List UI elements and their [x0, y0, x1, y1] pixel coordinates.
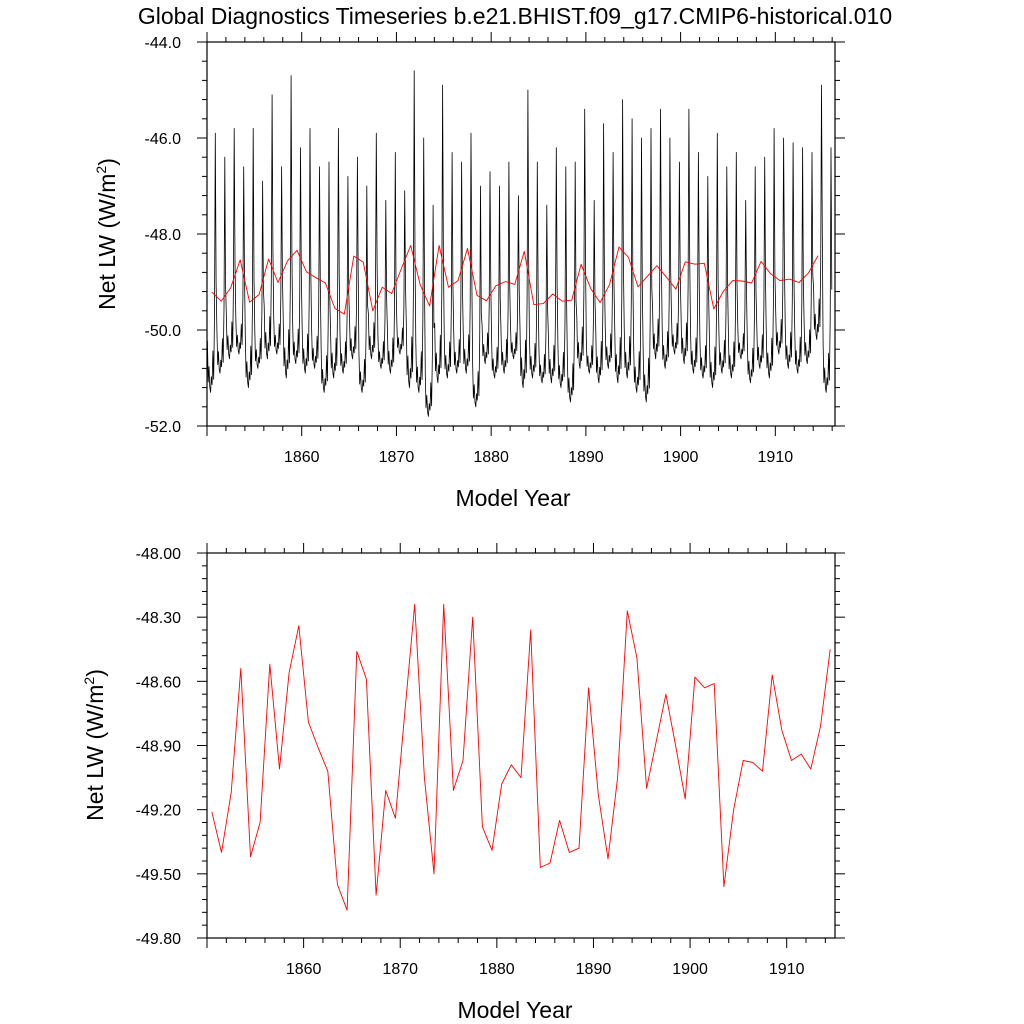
bottom-series-annual-mean — [211, 603, 831, 911]
chart-title: Global Diagnostics Timeseries b.e21.BHIS… — [138, 3, 892, 29]
bottom-x-tick-label: 1890 — [576, 961, 612, 978]
bottom-tick-layer: 1860 1870 1880 1890 1900 1910 -48.00 -48.30 -48.… — [136, 543, 845, 978]
top-y-tick-label: -44.0 — [145, 35, 182, 52]
bottom-plot-frame — [206, 552, 836, 939]
bottom-y-tick-label: -49.20 — [136, 803, 181, 820]
top-x-tick-label: 1900 — [663, 449, 699, 466]
top-x-tick-label: 1870 — [379, 449, 415, 466]
bottom-y-tick-label: -48.00 — [136, 546, 181, 563]
bottom-y-tick-label: -49.50 — [136, 867, 181, 884]
bottom-x-tick-label: 1880 — [479, 961, 515, 978]
bottom-x-tick-label: 1910 — [769, 961, 805, 978]
top-y-tick-label: -48.0 — [145, 227, 182, 244]
bottom-x-tick-label: 1900 — [672, 961, 708, 978]
top-panel: 1860 1870 1880 1890 1900 1910 -44.0 -46.0 -48.0 -… — [93, 32, 845, 511]
top-y-axis-label: Net LW (W/m2) — [93, 158, 120, 310]
bottom-x-tick-label: 1870 — [382, 961, 418, 978]
bottom-x-tick-label: 1860 — [286, 961, 322, 978]
bottom-y-axis-label: Net LW (W/m2) — [81, 669, 108, 821]
bottom-y-tick-label: -49.80 — [136, 931, 181, 948]
top-y-tick-label: -50.0 — [145, 323, 182, 340]
top-tick-layer: 1860 1870 1880 1890 1900 1910 -44.0 -46.0 -48.0 -… — [145, 32, 845, 466]
top-y-tick-label: -52.0 — [145, 419, 182, 436]
top-y-tick-label: -46.0 — [145, 131, 182, 148]
top-x-tick-label: 1890 — [568, 449, 604, 466]
top-series-layer — [207, 70, 833, 417]
bottom-panel: 1860 1870 1880 1890 1900 1910 -48.00 -48.30 -48.… — [81, 543, 845, 1023]
top-x-axis-label: Model Year — [455, 485, 570, 511]
bottom-y-tick-label: -48.60 — [136, 674, 181, 691]
bottom-y-tick-label: -48.30 — [136, 610, 181, 627]
top-series-annual-mean — [211, 245, 819, 315]
top-x-tick-label: 1910 — [758, 449, 794, 466]
bottom-series-layer — [211, 603, 831, 911]
top-x-tick-label: 1860 — [284, 449, 320, 466]
top-series-monthly — [207, 70, 833, 417]
top-x-tick-label: 1880 — [473, 449, 509, 466]
bottom-x-axis-label: Model Year — [457, 997, 572, 1023]
bottom-y-tick-label: -48.90 — [136, 739, 181, 756]
